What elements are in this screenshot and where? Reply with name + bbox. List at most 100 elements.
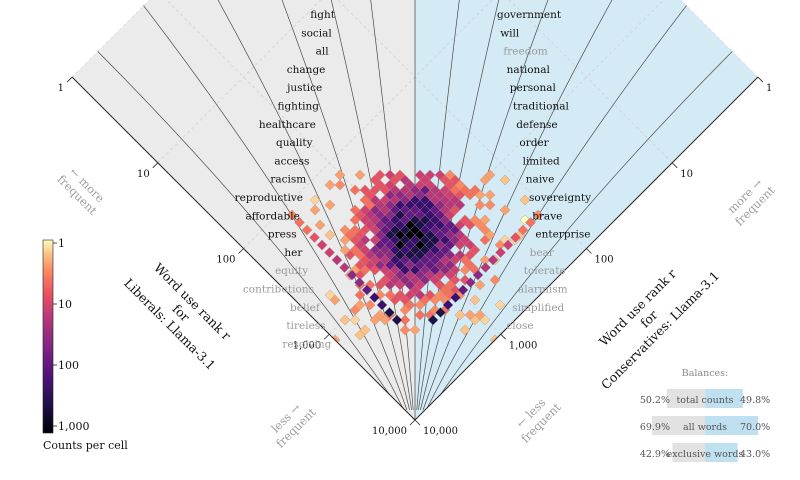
left-axis-tick-label: 100 xyxy=(216,255,235,266)
balance-bar-left xyxy=(651,416,705,435)
left-word-label: social xyxy=(301,27,332,39)
heatmap-cell xyxy=(459,324,471,336)
left-word-label: equity xyxy=(275,265,308,277)
heatmap-cells xyxy=(286,169,544,346)
heatmap-cell xyxy=(424,289,436,301)
left-axis-tick xyxy=(66,76,73,83)
exclusive-word-cell xyxy=(442,299,454,311)
heatmap-cell xyxy=(324,199,336,211)
left-axis-tick-label: 1,000 xyxy=(293,340,322,351)
right-word-label: alarmism xyxy=(518,284,568,296)
heatmap-cell xyxy=(334,179,346,191)
heatmap-cell xyxy=(349,204,361,216)
colorbar-ticks: 1 10 100 1,000 xyxy=(53,237,90,433)
left-axis-title-line-1: Word use rank r xyxy=(151,260,234,343)
right-axis-tick-label: 100 xyxy=(594,255,613,266)
plot-area xyxy=(71,0,759,421)
balance-label: exclusive words xyxy=(667,449,744,460)
contour-arc xyxy=(425,0,707,411)
left-word-label: contributions xyxy=(243,284,314,296)
exclusive-word-cell xyxy=(517,224,529,236)
exclusive-word-cell xyxy=(457,284,469,296)
right-word-label: limited xyxy=(523,155,560,167)
contour-arc xyxy=(422,0,624,411)
left-region-background xyxy=(72,0,415,420)
balance-bar-right xyxy=(705,443,738,462)
heatmap-cell xyxy=(314,219,326,231)
balances-rows: 50.2% total counts 49.8% 69.9% all words 70.0… xyxy=(640,389,770,462)
right-axis-tick xyxy=(414,419,421,426)
right-word-label: national xyxy=(507,64,551,76)
exclusive-word-cell xyxy=(525,217,536,228)
heatmap-cell xyxy=(354,169,366,181)
heatmap-cell xyxy=(399,314,411,326)
heatmap-cell xyxy=(359,324,371,336)
heatmap-cell xyxy=(374,309,386,321)
heatmap-cell xyxy=(354,289,366,301)
heatmap-cell xyxy=(444,169,456,181)
heatmap-cell xyxy=(434,169,446,181)
right-word-label: traditional xyxy=(513,101,570,113)
right-word-label: bear xyxy=(530,247,555,259)
contour-arc xyxy=(206,0,408,411)
right-axis-tick-label: 10,000 xyxy=(423,426,458,437)
heatmap-cell xyxy=(499,174,511,186)
right-word-label: close xyxy=(506,320,533,332)
left-axis-tick-label: 10,000 xyxy=(372,426,407,437)
balance-right-value: 49.8% xyxy=(740,395,770,406)
heatmap-cell xyxy=(484,199,496,211)
exclusive-word-cell xyxy=(294,217,305,228)
heatmap-cell xyxy=(384,169,396,181)
exclusive-word-cell xyxy=(532,209,544,221)
grid-line-right xyxy=(157,0,502,335)
grid-line-right xyxy=(414,0,758,78)
heatmap-cell xyxy=(374,169,386,181)
heatmap-cell xyxy=(334,169,346,181)
left-word-label: press xyxy=(268,229,297,241)
right-word-label: will xyxy=(500,27,520,39)
colorbar-tick-label: 1 xyxy=(58,237,65,250)
right-axis-tick-label: 10 xyxy=(680,169,693,180)
balance-left-value: 69.9% xyxy=(640,422,670,433)
heatmap-cell xyxy=(469,184,481,196)
heatmap-cell xyxy=(474,279,486,291)
heatmap-cell xyxy=(464,309,476,321)
grid-line-left xyxy=(72,0,416,78)
heatmap-cell xyxy=(454,249,466,261)
left-axis-tick-label: 1 xyxy=(58,83,64,94)
colorbar-label: Counts per cell xyxy=(43,439,128,452)
right-axis-title-line-1: Word use rank r xyxy=(596,266,679,349)
colorbar-gradient xyxy=(42,239,54,434)
right-word-label: simplified xyxy=(512,302,564,314)
balance-left-value: 42.9% xyxy=(640,449,670,460)
exclusive-word-cell xyxy=(339,262,350,273)
balance-bar-left xyxy=(666,389,705,408)
colorbar-tick-label: 10 xyxy=(58,298,72,311)
exclusive-word-cell xyxy=(361,284,373,296)
left-word-label: fight xyxy=(310,9,335,21)
right-axis-tick xyxy=(586,248,592,254)
heatmap-cell xyxy=(479,254,491,266)
exclusive-word-cell xyxy=(376,299,388,311)
left-axis-tick-label: 10 xyxy=(137,169,150,180)
right-word-label: sovereignty xyxy=(529,192,591,204)
heatmap-cell xyxy=(349,314,361,326)
right-axis-tick-label: 1 xyxy=(766,83,772,94)
heatmap-cell xyxy=(349,224,361,236)
right-word-label: defense xyxy=(516,119,557,131)
right-word-label: government xyxy=(497,9,562,21)
heatmap-cell xyxy=(394,169,406,181)
heatmap-cell xyxy=(324,179,336,191)
heatmap-cell xyxy=(499,204,511,216)
exclusive-word-cell xyxy=(450,292,461,303)
exclusive-word-cell xyxy=(316,239,328,251)
left-word-label: quality xyxy=(276,137,313,149)
heatmap-cell xyxy=(309,204,321,216)
balance-right-value: 43.0% xyxy=(740,449,770,460)
left-word-label: resolving xyxy=(282,338,331,350)
left-word-label: all xyxy=(316,46,330,58)
heatmap-cell xyxy=(394,289,406,301)
exclusive-word-cell xyxy=(324,247,335,258)
colorbar-tick-label: 100 xyxy=(58,359,79,372)
